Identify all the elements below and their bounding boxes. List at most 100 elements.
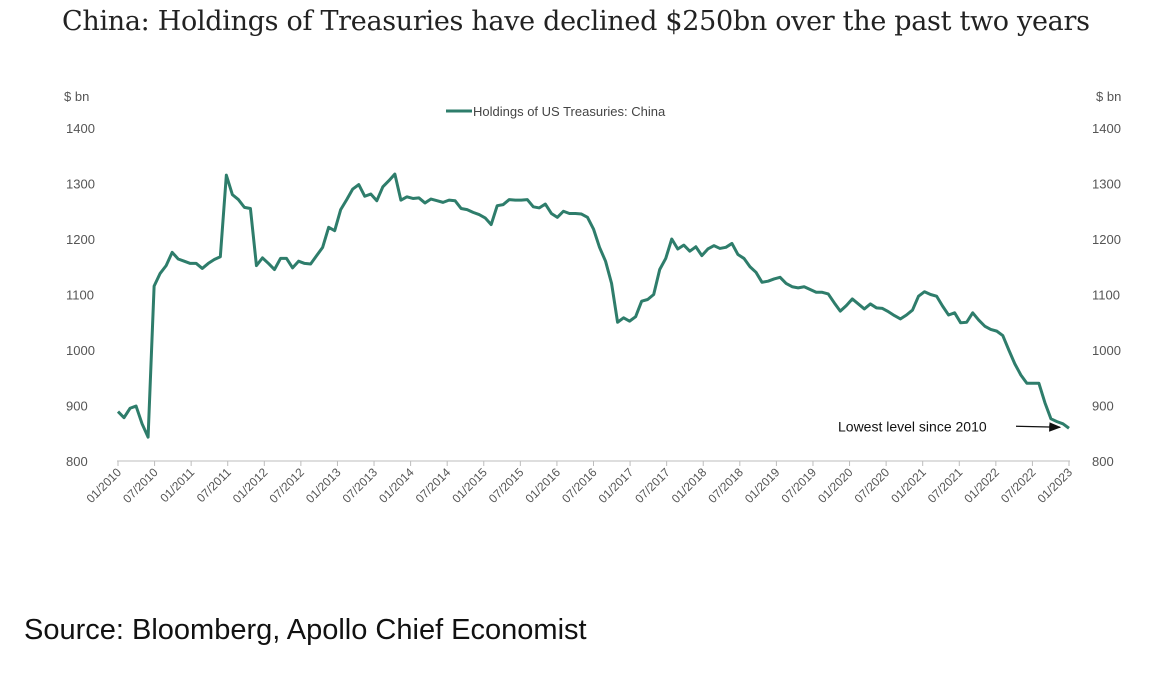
x-tick-label: 01/2015: [449, 465, 490, 506]
data-point: [930, 294, 932, 296]
data-point: [364, 195, 366, 197]
data-point: [508, 199, 510, 201]
annotation-arrow: [1015, 422, 1062, 432]
data-point: [225, 174, 227, 176]
data-point: [936, 295, 938, 297]
data-point: [454, 200, 456, 202]
data-point: [924, 291, 926, 293]
data-point: [960, 322, 962, 324]
y-tick-label-right: 1400: [1092, 121, 1121, 136]
data-point: [418, 197, 420, 199]
y-axis-unit-right: $ bn: [1096, 89, 1121, 104]
x-tick-label: 07/2012: [266, 465, 307, 506]
data-point: [833, 302, 835, 304]
data-point: [280, 257, 282, 259]
data-point: [424, 202, 426, 204]
data-point: [520, 199, 522, 201]
data-point: [412, 197, 414, 199]
series-points: [117, 173, 1070, 438]
data-point: [803, 286, 805, 288]
y-tick-label-left: 1300: [66, 177, 95, 192]
data-point: [249, 207, 251, 209]
data-point: [544, 203, 546, 205]
data-point: [514, 199, 516, 201]
y-tick-label-right: 1200: [1092, 232, 1121, 247]
data-point: [1056, 421, 1058, 423]
data-point: [918, 295, 920, 297]
data-point: [737, 254, 739, 256]
data-point: [550, 212, 552, 214]
data-point: [310, 263, 312, 265]
data-point: [243, 206, 245, 208]
data-point: [869, 303, 871, 305]
data-point: [526, 199, 528, 201]
data-point: [785, 282, 787, 284]
data-point: [382, 186, 384, 188]
data-point: [286, 257, 288, 259]
data-point: [665, 257, 667, 259]
x-tick-label: 01/2019: [742, 465, 783, 506]
data-point: [809, 289, 811, 291]
data-point: [713, 245, 715, 247]
data-point: [189, 262, 191, 264]
x-tick-label: 01/2013: [303, 465, 344, 506]
data-point: [899, 318, 901, 320]
data-point: [623, 317, 625, 319]
y-tick-label-right: 1300: [1092, 177, 1121, 192]
data-point: [881, 307, 883, 309]
y-tick-label-left: 1000: [66, 343, 95, 358]
y-tick-label-left: 1200: [66, 232, 95, 247]
data-point: [996, 330, 998, 332]
data-point: [707, 248, 709, 250]
data-point: [340, 209, 342, 211]
data-point: [1044, 402, 1046, 404]
x-tick-label: 01/2012: [230, 465, 271, 506]
y-tick-label-left: 1400: [66, 121, 95, 136]
x-tick-label: 01/2016: [522, 465, 563, 506]
data-point: [773, 278, 775, 280]
data-point: [370, 193, 372, 195]
x-tick-label: 07/2018: [705, 465, 746, 506]
x-tick-label: 01/2022: [961, 465, 1002, 506]
x-tick-label: 07/2017: [632, 465, 673, 506]
data-point: [617, 321, 619, 323]
data-point: [725, 246, 727, 248]
x-tick-label: 01/2010: [84, 465, 125, 506]
data-point: [502, 204, 504, 206]
data-point: [183, 260, 185, 262]
data-point: [797, 287, 799, 289]
data-point: [261, 257, 263, 259]
data-point: [653, 294, 655, 296]
data-point: [827, 293, 829, 295]
data-point: [388, 180, 390, 182]
data-point: [406, 196, 408, 198]
data-point: [1008, 349, 1010, 351]
x-axis: 01/201007/201001/201107/201101/201207/20…: [84, 461, 1075, 506]
data-point: [484, 217, 486, 219]
data-point: [123, 417, 125, 419]
data-point: [574, 212, 576, 214]
data-point: [791, 286, 793, 288]
legend: Holdings of US Treasuries: China: [446, 104, 666, 119]
x-tick-label: 01/2011: [157, 465, 197, 505]
data-point: [779, 276, 781, 278]
data-point: [719, 247, 721, 249]
data-point: [153, 285, 155, 287]
data-point: [683, 244, 685, 246]
y-axis-unit-left: $ bn: [64, 89, 89, 104]
data-point: [346, 199, 348, 201]
data-point: [472, 211, 474, 213]
data-point: [466, 209, 468, 211]
data-point: [267, 262, 269, 264]
data-point: [851, 298, 853, 300]
data-point: [328, 226, 330, 228]
data-point: [580, 213, 582, 215]
x-tick-label: 07/2014: [413, 465, 454, 506]
data-point: [448, 199, 450, 201]
data-point: [1062, 423, 1064, 425]
data-point: [177, 258, 179, 260]
data-point: [298, 260, 300, 262]
y-tick-label-left: 900: [66, 399, 88, 414]
data-point: [460, 207, 462, 209]
data-point: [984, 325, 986, 327]
